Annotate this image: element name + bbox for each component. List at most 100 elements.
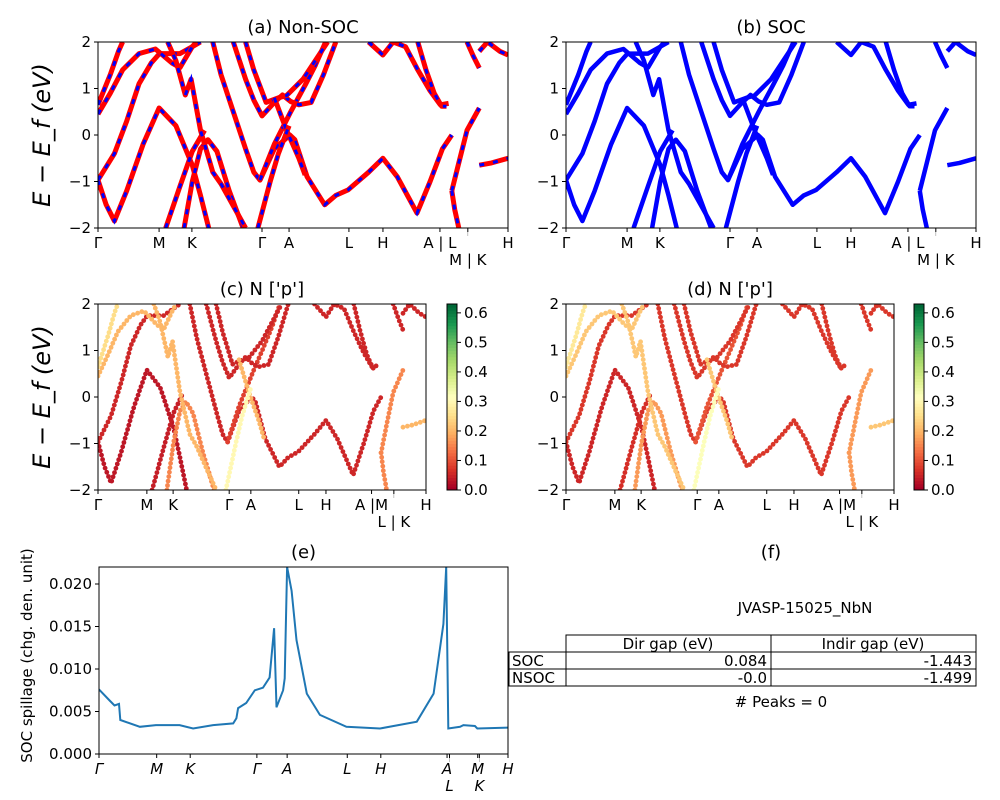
projection-point (216, 314, 222, 320)
projection-point (750, 458, 755, 464)
projection-point (693, 478, 699, 484)
band-line-soc (945, 42, 976, 58)
projection-point (678, 327, 684, 333)
projection-point (344, 457, 349, 463)
projection-point (242, 404, 248, 410)
colorbar-segment (914, 350, 924, 355)
colorbar-segment (914, 486, 924, 491)
projection-point (687, 327, 693, 333)
colorbar-segment (447, 418, 457, 423)
projection-point (727, 430, 733, 435)
projection-point (675, 314, 681, 320)
projection-point (350, 328, 356, 334)
projection-point (98, 364, 101, 370)
projection-point (578, 407, 584, 412)
projection-point (194, 443, 200, 449)
projection-point (199, 456, 205, 462)
projection-point (171, 438, 177, 444)
projection-point (708, 370, 714, 376)
projection-point (629, 394, 634, 400)
colorbar-tick-label: 0.1 (931, 451, 955, 469)
projection-point (239, 397, 245, 402)
projection-point (858, 393, 863, 398)
projection-point (422, 314, 426, 319)
projection-point (566, 360, 570, 365)
colorbar-segment (914, 328, 924, 333)
projection-point (662, 443, 667, 449)
projection-point (704, 405, 709, 411)
table-cell: -1.443 (924, 652, 972, 670)
y-tick-label: −2 (69, 219, 91, 237)
projection-point (682, 410, 688, 416)
plot-area (98, 304, 426, 490)
projection-point (182, 410, 188, 416)
projection-point (886, 311, 892, 317)
projection-point (829, 340, 834, 346)
projection-point (362, 437, 368, 442)
colorbar-segment (447, 428, 457, 432)
projection-point (169, 309, 175, 314)
band-line-soc (723, 124, 760, 228)
peaks-count: # Peaks = 0 (735, 693, 827, 711)
projection-point (167, 469, 172, 475)
projection-point (871, 307, 876, 312)
projection-point (98, 439, 101, 445)
projection-point (820, 467, 826, 472)
projection-point (635, 313, 641, 318)
projection-point (609, 375, 615, 381)
projection-point (705, 401, 711, 406)
projection-point (352, 306, 358, 311)
projection-point (318, 308, 323, 314)
projection-point (783, 305, 788, 310)
projection-point (158, 457, 163, 462)
colorbar-segment (447, 486, 457, 491)
projection-point (218, 323, 224, 329)
projection-point (742, 459, 748, 464)
projection-point (262, 332, 268, 338)
projection-point (631, 403, 637, 408)
projection-point (571, 357, 576, 363)
projection-point (258, 351, 264, 357)
band-line-soc-dashed (416, 42, 447, 108)
x-tick-label: M (621, 234, 634, 252)
projection-point (667, 444, 672, 450)
y-tick-label: 0 (81, 126, 91, 144)
colorbar-segment (914, 406, 924, 410)
projection-point (581, 398, 586, 404)
x-tick-label: K (185, 760, 196, 778)
projection-point (150, 483, 156, 489)
projection-point (737, 353, 742, 359)
projection-point (741, 313, 746, 318)
projection-point (162, 439, 168, 445)
x-tick-label: Γ (94, 496, 103, 514)
projection-point (883, 309, 888, 314)
projection-point (712, 383, 718, 388)
projection-point (243, 400, 249, 405)
projection-point (714, 354, 720, 360)
projection-point (261, 363, 267, 368)
projection-point (180, 468, 186, 474)
band-line-soc (740, 97, 776, 176)
colorbar-segment (447, 465, 457, 469)
projection-point (683, 415, 689, 420)
projection-point (675, 384, 681, 390)
projection-point (158, 386, 163, 391)
projection-point (163, 403, 169, 408)
projection-point (378, 395, 384, 401)
projection-point (697, 461, 702, 466)
projection-point (574, 474, 579, 479)
projection-point (105, 353, 110, 359)
projection-point (585, 453, 591, 458)
projection-point (241, 392, 246, 398)
projection-point (134, 329, 140, 335)
projection-point (178, 392, 184, 398)
colorbar-segment (447, 356, 457, 361)
projection-point (608, 380, 613, 385)
colorbar-segment (914, 480, 924, 485)
y-tick-label: −1 (69, 173, 91, 191)
projection-point (713, 395, 718, 401)
projection-point (126, 422, 132, 428)
band-line-nsoc (163, 129, 207, 228)
projection-point (673, 376, 678, 381)
projection-point (391, 388, 397, 394)
